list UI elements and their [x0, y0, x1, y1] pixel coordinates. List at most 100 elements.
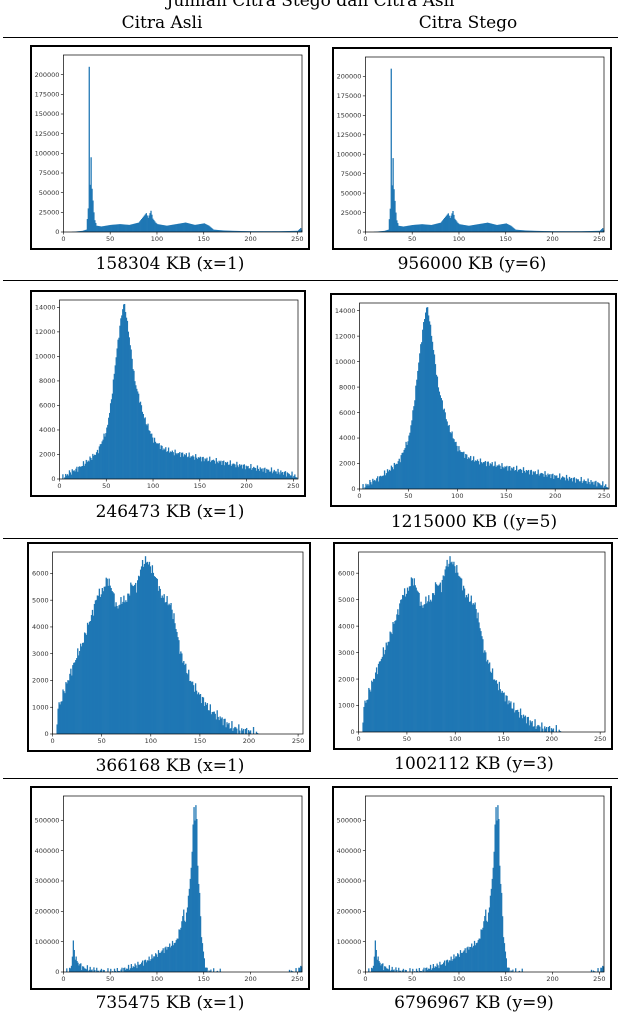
- histogram-bar: [154, 221, 156, 232]
- histogram-bar: [549, 474, 551, 489]
- histogram-bar: [80, 643, 82, 734]
- histogram-bar: [236, 461, 238, 479]
- histogram-bar: [233, 230, 235, 232]
- histogram-bar: [476, 942, 478, 972]
- histogram-bar: [269, 231, 271, 232]
- histogram-bar: [454, 442, 456, 489]
- histogram-bar: [249, 468, 251, 479]
- histogram-bar: [571, 481, 574, 489]
- histogram-bar: [223, 718, 225, 734]
- histogram-bar: [89, 184, 91, 232]
- histogram-bar: [66, 683, 68, 734]
- histogram-bar: [76, 961, 78, 972]
- histogram-bar: [201, 223, 204, 232]
- histogram-bar: [550, 231, 552, 232]
- histogram-bar: [511, 467, 513, 489]
- histogram-bar: [445, 960, 448, 972]
- histogram-bar: [483, 652, 485, 732]
- histogram-bar: [238, 230, 240, 232]
- histogram-bar: [139, 964, 141, 972]
- histogram-bar: [82, 642, 85, 734]
- histogram-bar: [97, 225, 99, 232]
- histogram-bar: [202, 456, 204, 479]
- histogram-bar: [123, 224, 125, 232]
- histogram-bar: [545, 728, 547, 732]
- histogram-bar: [402, 595, 405, 732]
- histogram-bar: [388, 219, 391, 232]
- histogram-bar: [561, 476, 564, 489]
- histogram-bar: [374, 679, 376, 732]
- y-tick-label: 500000: [337, 816, 362, 824]
- histogram-bar: [83, 230, 86, 232]
- histogram-bar: [413, 224, 415, 232]
- histogram-bar: [260, 469, 262, 479]
- histogram-bar: [418, 592, 420, 732]
- histogram-bar: [430, 969, 433, 972]
- histogram-bar: [289, 475, 291, 479]
- histogram-bar: [404, 448, 406, 489]
- y-tick-label: 150000: [35, 110, 60, 118]
- histogram-bar: [186, 907, 189, 972]
- histogram-bar: [441, 964, 443, 972]
- histogram-bar: [181, 452, 184, 479]
- histogram-bar: [168, 452, 171, 479]
- histogram-bar: [154, 441, 157, 479]
- x-tick-label: 100: [453, 235, 465, 243]
- histogram-bar: [288, 969, 291, 972]
- histogram-bar: [162, 948, 164, 972]
- histogram-bar: [602, 228, 604, 232]
- histogram-bar: [488, 907, 491, 972]
- x-tick-label: 100: [147, 482, 159, 490]
- histogram-bar: [384, 649, 386, 732]
- histogram-bar: [140, 405, 143, 479]
- histogram-bar: [527, 230, 529, 232]
- histogram-bar: [172, 224, 175, 232]
- histogram-bar: [228, 722, 230, 734]
- histogram-bar: [452, 438, 454, 489]
- histogram-bar: [113, 593, 115, 734]
- histogram-bar: [421, 605, 423, 732]
- plot-frame: [365, 795, 605, 973]
- histogram-bar: [447, 962, 449, 972]
- histogram-bar: [210, 969, 212, 972]
- histogram-bar: [579, 481, 581, 489]
- histogram-bar: [432, 224, 435, 232]
- histogram-bar: [251, 469, 253, 479]
- histogram-bar: [137, 391, 139, 479]
- histogram-bar: [470, 460, 473, 489]
- histogram-bar: [446, 559, 448, 732]
- histogram-bar: [130, 582, 132, 734]
- histogram-bar: [492, 867, 494, 972]
- histogram-bar: [389, 470, 392, 489]
- histogram-bar: [467, 946, 469, 972]
- histogram-bar: [208, 970, 210, 972]
- histogram-bar: [408, 586, 411, 732]
- histogram-bar: [118, 605, 120, 734]
- histogram-bar: [94, 220, 96, 232]
- histogram-bar: [230, 465, 232, 479]
- histogram-bar: [459, 224, 462, 232]
- histogram-bar: [600, 229, 602, 232]
- histogram-bar: [387, 471, 390, 489]
- histogram-bar: [82, 966, 84, 972]
- histogram-bar: [171, 450, 173, 479]
- histogram-bar: [454, 958, 456, 972]
- histogram-bar: [178, 223, 180, 232]
- x-tick-label: 250: [291, 975, 303, 983]
- caption-original-3: 366168 KB (x=1): [95, 756, 245, 776]
- y-tick-label: 0: [44, 730, 48, 738]
- histogram-bar: [114, 365, 116, 479]
- histogram-bar: [379, 231, 381, 232]
- histogram-bar: [472, 225, 474, 232]
- histogram-bar: [442, 964, 444, 972]
- histogram-bar: [198, 457, 201, 479]
- histogram-bar: [428, 595, 430, 732]
- histogram-bar: [501, 690, 503, 732]
- histogram-bar: [86, 462, 88, 479]
- plot-frame: [59, 299, 299, 480]
- histogram-bar: [506, 465, 508, 489]
- histogram-bar: [155, 222, 157, 232]
- histogram-bar: [494, 680, 497, 732]
- histogram-bar: [167, 225, 169, 232]
- x-tick-label: 100: [145, 737, 157, 745]
